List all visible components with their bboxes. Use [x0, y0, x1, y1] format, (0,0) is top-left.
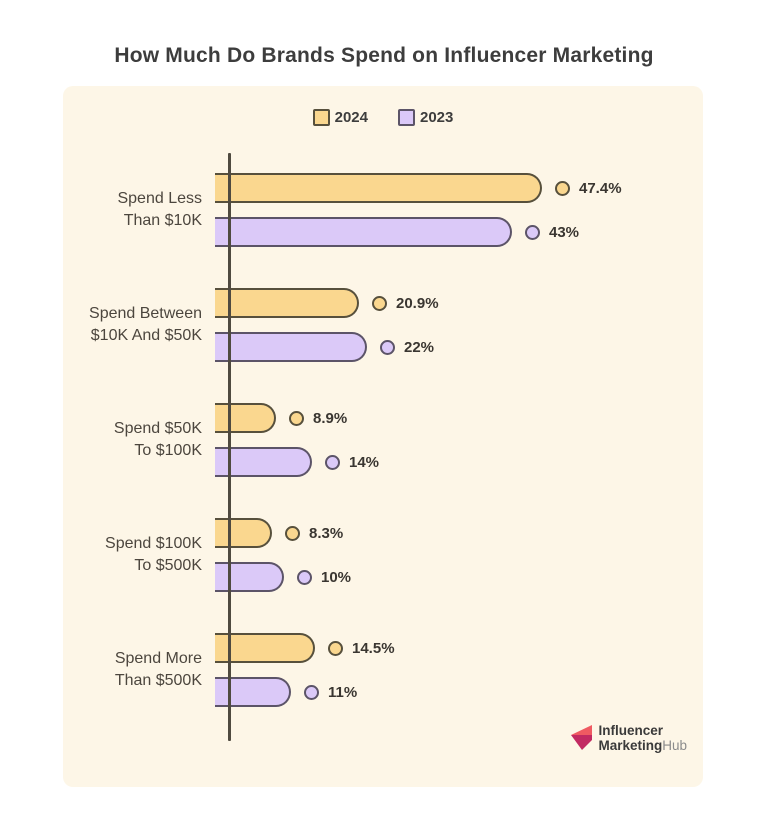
legend: 2024 2023: [63, 109, 703, 126]
chart-plot-area: Spend Less Than $10K 47.4% 43% Spend Betw…: [63, 153, 703, 741]
category-group: Spend $100K To $500K 8.3% 10%: [63, 518, 703, 592]
logo-text: Influencer MarketingHub: [598, 723, 687, 753]
value-label: 43%: [549, 223, 580, 241]
bar-row: 8.9%: [215, 403, 703, 433]
legend-swatch-icon: [312, 109, 330, 126]
page-title: How Much Do Brands Spend on Influencer M…: [114, 44, 654, 67]
bar-2024: [215, 288, 359, 318]
bar-row: 8.3%: [215, 518, 703, 548]
value-label: 10%: [321, 568, 352, 586]
value-label: 22%: [404, 338, 435, 356]
category-bars: 14.5% 11%: [215, 633, 703, 707]
value-marker-icon: [289, 410, 304, 426]
category-group: Spend Between $10K And $50K 20.9% 22%: [63, 288, 703, 362]
bar-row: 14%: [215, 447, 703, 477]
value-marker-icon: [380, 339, 395, 355]
category-bars: 8.3% 10%: [215, 518, 703, 592]
bar-2024: [215, 173, 542, 203]
bar-2024: [215, 633, 315, 663]
value-marker-icon: [555, 180, 570, 196]
category-bars: 20.9% 22%: [215, 288, 703, 362]
value-marker-icon: [304, 684, 319, 700]
bar-2023: [215, 332, 367, 362]
logo-line1: Influencer: [598, 722, 663, 738]
value-label: 20.9%: [396, 294, 439, 312]
category-label: Spend $100K To $500K: [105, 535, 202, 574]
value-label: 8.9%: [313, 409, 348, 427]
value-label: 47.4%: [579, 179, 622, 197]
bar-2023: [215, 447, 312, 477]
category-label: Spend More Than $500K: [114, 650, 202, 689]
bar-row: 22%: [215, 332, 703, 362]
value-marker-icon: [325, 454, 340, 470]
bar-2023: [215, 677, 291, 707]
bar-row: 14.5%: [215, 633, 703, 663]
legend-label: 2024: [334, 109, 368, 126]
legend-item-2024: 2024: [312, 109, 368, 126]
legend-item-2023: 2023: [398, 109, 453, 126]
bar-row: 20.9%: [215, 288, 703, 318]
category-label: Spend $50K To $100K: [113, 420, 202, 459]
bar-row: 43%: [215, 217, 703, 247]
legend-label: 2023: [420, 109, 454, 126]
bar-row: 10%: [215, 562, 703, 592]
bar-2024: [215, 518, 272, 548]
y-axis-line: [228, 153, 231, 741]
brand-logo: Influencer MarketingHub: [571, 723, 687, 753]
value-marker-icon: [297, 569, 312, 585]
category-group: Spend Less Than $10K 47.4% 43%: [63, 173, 703, 247]
logo-line2: MarketingHub: [598, 737, 687, 753]
value-marker-icon: [372, 295, 387, 311]
value-marker-icon: [328, 640, 343, 656]
bar-row: 11%: [215, 677, 703, 707]
category-bars: 8.9% 14%: [215, 403, 703, 477]
value-label: 8.3%: [309, 524, 344, 542]
influencer-marketinghub-logo-icon: [571, 725, 593, 751]
chart-rows: Spend Less Than $10K 47.4% 43% Spend Betw…: [63, 173, 703, 707]
legend-swatch-icon: [398, 109, 415, 126]
category-label: Spend Between $10K And $50K: [89, 305, 202, 344]
value-label: 14%: [349, 453, 380, 471]
bar-2023: [215, 562, 284, 592]
chart-panel: 2024 2023 Spend Less Than $10K 47.4% 43% …: [63, 86, 703, 787]
bar-2024: [215, 403, 276, 433]
value-label: 14.5%: [352, 639, 395, 657]
category-bars: 47.4% 43%: [215, 173, 703, 247]
bar-2023: [215, 217, 512, 247]
value-marker-icon: [285, 525, 300, 541]
bar-row: 47.4%: [215, 173, 703, 203]
category-group: Spend $50K To $100K 8.9% 14%: [63, 403, 703, 477]
value-marker-icon: [525, 224, 540, 240]
value-label: 11%: [328, 683, 358, 701]
category-label: Spend Less Than $10K: [117, 190, 202, 229]
category-group: Spend More Than $500K 14.5% 11%: [63, 633, 703, 707]
